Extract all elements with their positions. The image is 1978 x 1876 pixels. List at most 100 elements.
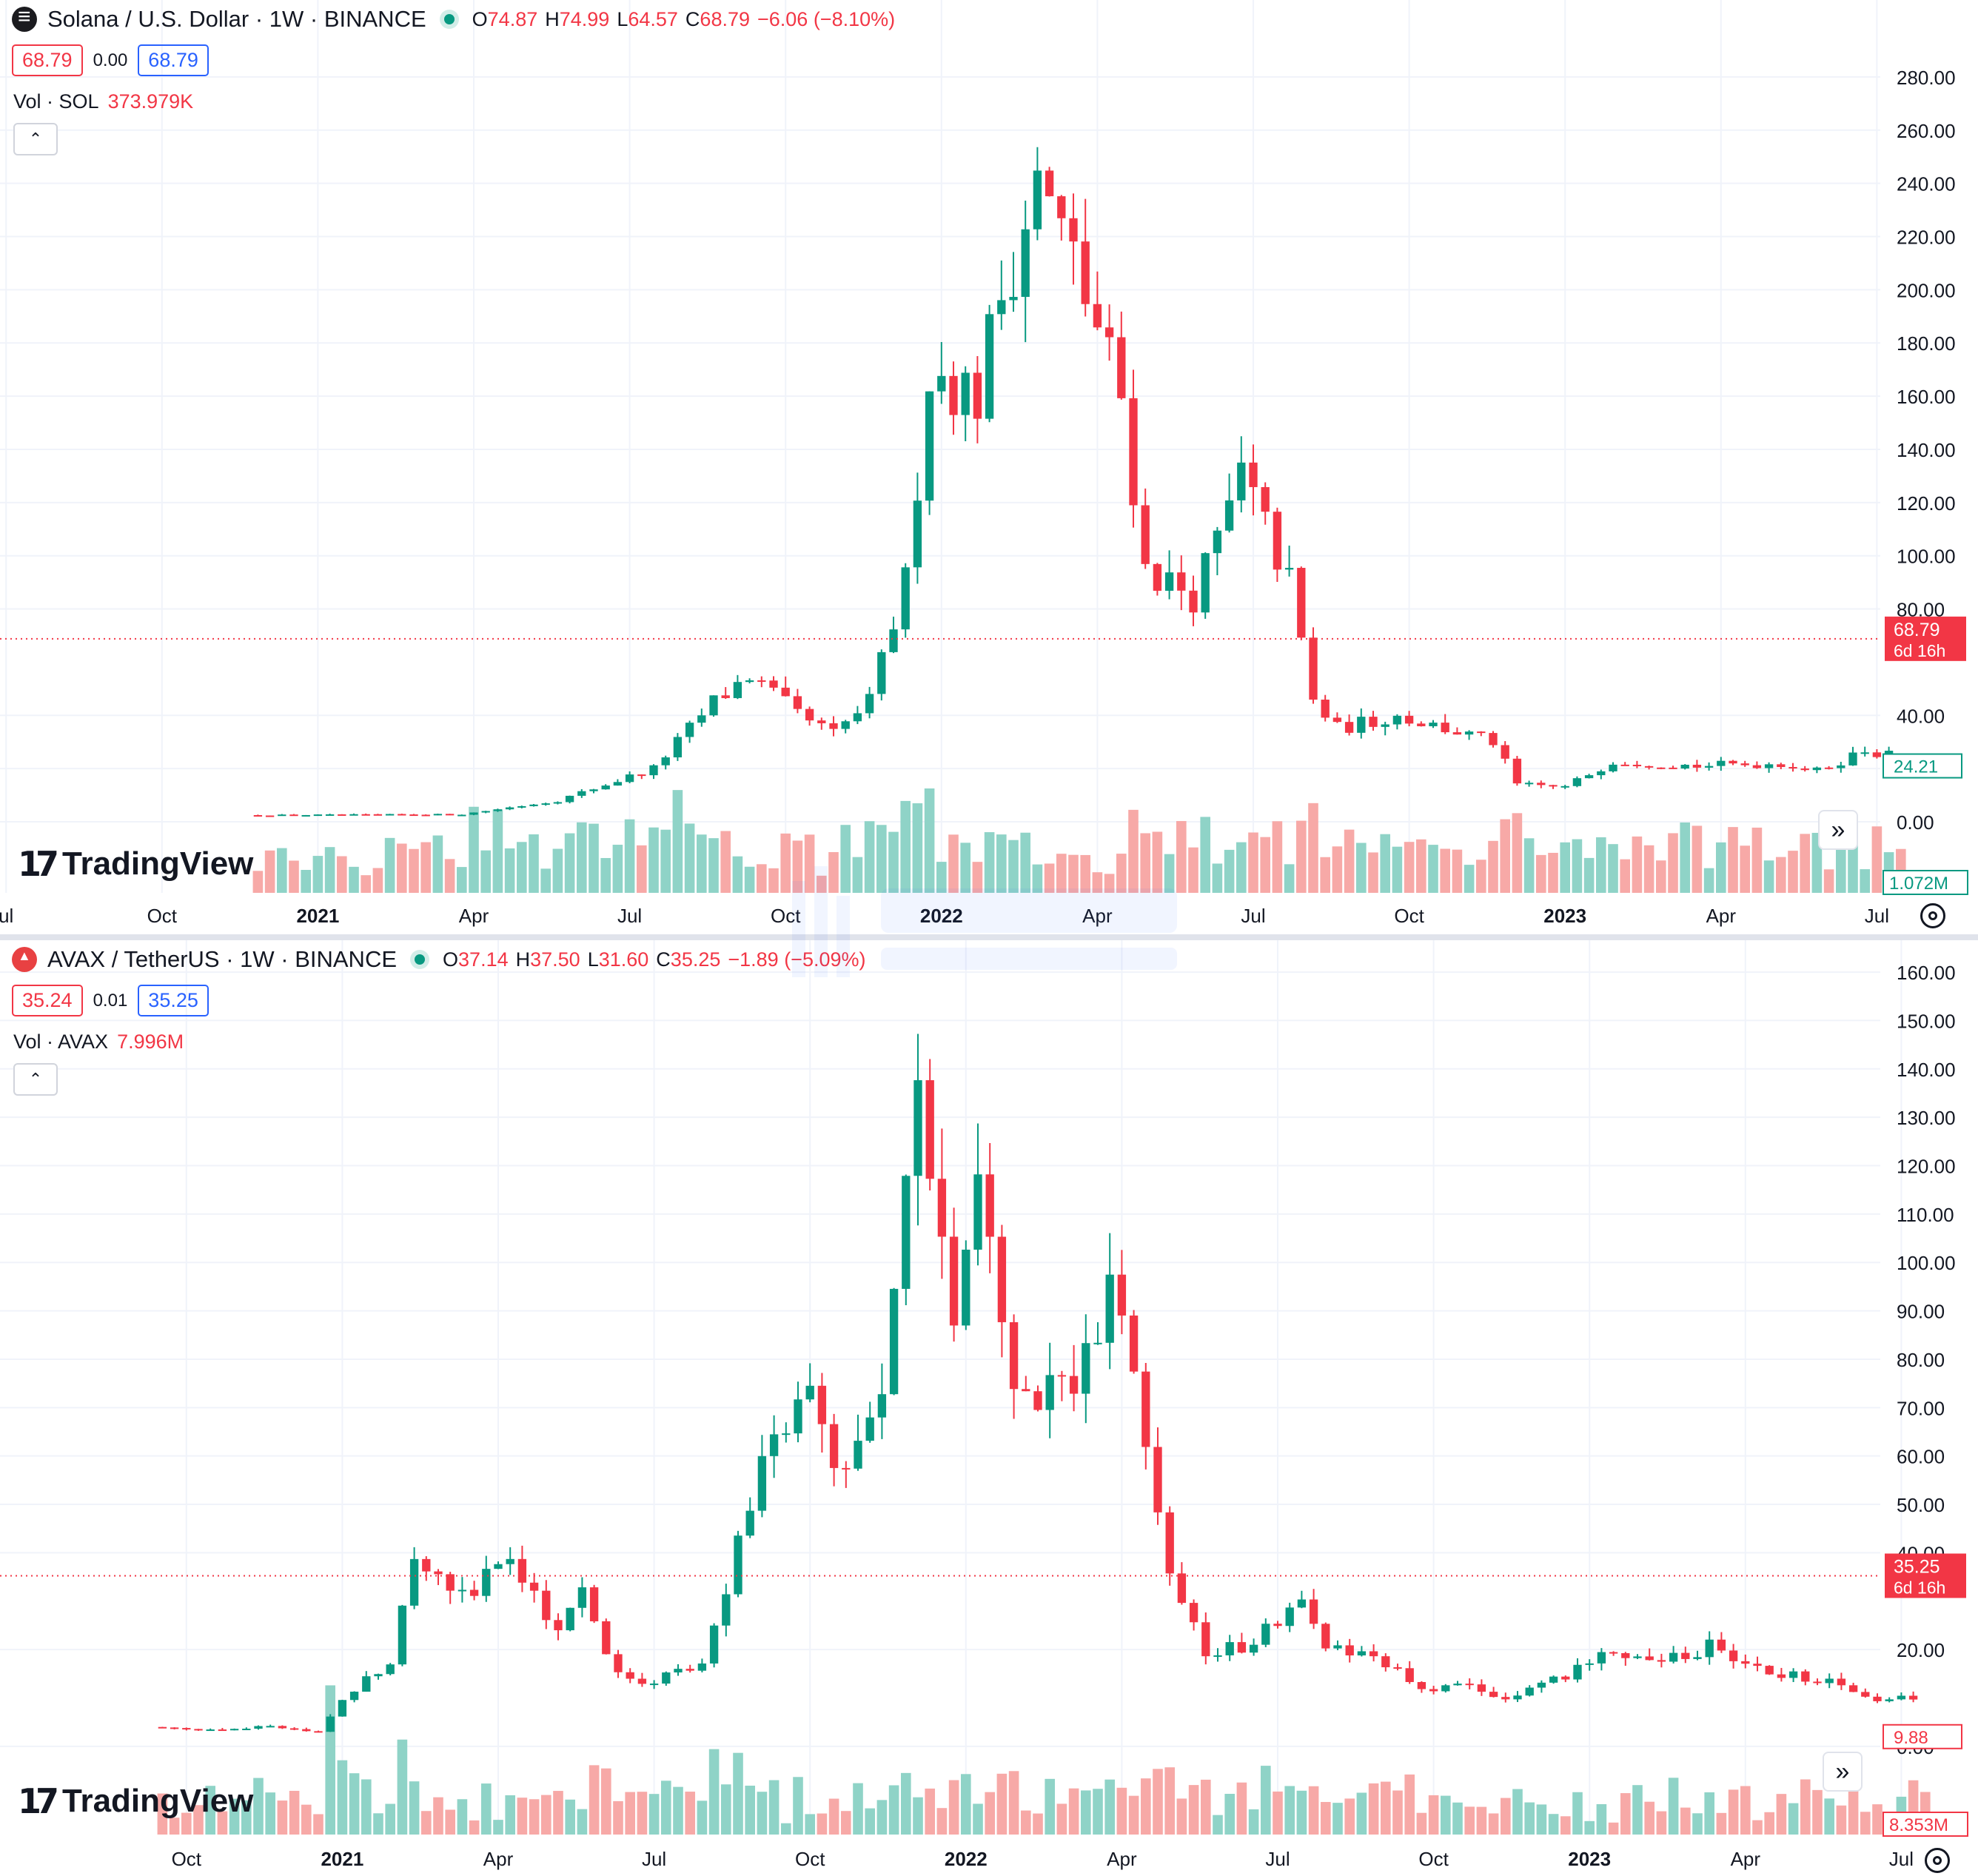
- price-axis-tick-label: 100.00: [1897, 1252, 1956, 1274]
- sol-chart-settings-icon[interactable]: [1920, 903, 1945, 928]
- volume-bar: [157, 1793, 168, 1835]
- volume-bar: [757, 1792, 768, 1835]
- sol-chart-pane[interactable]: 0.0020.0040.0080.00100.00120.00140.00160…: [0, 0, 1978, 934]
- volume-bar: [1680, 822, 1691, 893]
- candle-body: [1189, 590, 1198, 613]
- candle-body: [361, 814, 370, 816]
- volume-bar: [252, 871, 264, 893]
- candle-body: [1117, 337, 1126, 398]
- avax-bid-price[interactable]: 35.24: [12, 985, 83, 1016]
- volume-bar: [1860, 1812, 1871, 1835]
- volume-bar: [984, 832, 995, 893]
- candle-body: [542, 1590, 551, 1621]
- candle-body: [1777, 1674, 1786, 1678]
- candle-body: [398, 1605, 407, 1665]
- volume-bar: [540, 1795, 552, 1835]
- market-open-dot-icon: [415, 954, 426, 965]
- volume-bar: [853, 1783, 863, 1835]
- volume-bar: [276, 848, 287, 893]
- sol-symbol-legend[interactable]: Solana / U.S. Dollar · 1W · BINANCE O74.…: [12, 4, 896, 33]
- candle-body: [1393, 1667, 1402, 1669]
- volume-bar: [313, 1814, 323, 1835]
- candle-body: [769, 680, 778, 688]
- volume-bar: [1428, 845, 1438, 893]
- sol-ask-price[interactable]: 68.79: [138, 44, 209, 76]
- price-axis-tick-label: 160.00: [1897, 386, 1956, 408]
- candle-body: [733, 682, 742, 698]
- sol-chart-canvas[interactable]: 0.0020.0040.0080.00100.00120.00140.00160…: [0, 0, 1978, 934]
- sol-volume-legend[interactable]: Vol · SOL 373.979K: [13, 90, 193, 113]
- volume-bar: [1140, 1778, 1151, 1835]
- volume-bar: [1344, 1798, 1355, 1835]
- volume-bar: [1464, 1806, 1475, 1835]
- ma-price-label: 9.88: [1894, 1728, 1928, 1748]
- price-axis-tick-label: 130.00: [1897, 1107, 1956, 1129]
- volume-bar: [289, 1790, 300, 1835]
- avax-volume-legend[interactable]: Vol · AVAX 7.996M: [13, 1031, 184, 1053]
- candle-body: [1908, 1695, 1918, 1700]
- candle-body: [1141, 1371, 1150, 1447]
- volume-bar: [1320, 857, 1331, 893]
- volume-bar: [480, 1783, 492, 1835]
- avax-chart-settings-icon[interactable]: [1925, 1848, 1950, 1873]
- volume-axis-label: 1.072M: [1889, 874, 1948, 894]
- price-axis-tick-label: 20.00: [1897, 1639, 1945, 1661]
- candle-body: [1009, 297, 1018, 301]
- avax-chart-canvas[interactable]: 0.0020.0040.0050.0060.0070.0080.0090.001…: [0, 940, 1978, 1876]
- candle-body: [805, 1385, 814, 1400]
- candle-body: [265, 815, 275, 817]
- volume-bar: [325, 1685, 336, 1835]
- candle-body: [1309, 1599, 1318, 1624]
- volume-bar: [817, 1813, 828, 1835]
- candle-body: [326, 1716, 335, 1732]
- sol-symbol-title[interactable]: Solana / U.S. Dollar · 1W · BINANCE: [47, 6, 426, 32]
- volume-bar: [1153, 1769, 1163, 1835]
- volume-bar: [1740, 845, 1751, 893]
- candle-body: [1609, 764, 1617, 771]
- avax-collapse-legend-button[interactable]: ⌃: [13, 1063, 58, 1096]
- candle-body: [649, 1684, 659, 1686]
- avax-scroll-to-realtime-button[interactable]: »: [1823, 1752, 1863, 1792]
- sol-ohlc-values: O74.87 H74.99 L64.57 C68.79 −6.06 (−8.10…: [472, 7, 896, 30]
- sol-bid-price[interactable]: 68.79: [12, 44, 83, 76]
- tradingview-logo[interactable]: 𝟭𝟳 TradingView: [18, 844, 253, 884]
- candle-body: [1801, 1671, 1810, 1682]
- candle-body: [1441, 723, 1449, 733]
- volume-bar: [768, 868, 779, 893]
- volume-bar: [469, 1820, 480, 1835]
- candle-body: [745, 1510, 754, 1536]
- volume-bar: [1668, 1778, 1679, 1835]
- candle-body: [1764, 764, 1774, 768]
- volume-bar: [996, 834, 1007, 893]
- candle-body: [529, 1582, 539, 1591]
- sol-collapse-legend-button[interactable]: ⌃: [13, 123, 58, 155]
- candle-body: [206, 1729, 215, 1732]
- candle-body: [625, 774, 634, 783]
- tradingview-logo[interactable]: 𝟭𝟳 TradingView: [18, 1781, 253, 1821]
- volume-bar: [1200, 817, 1211, 893]
- candle-body: [1153, 1447, 1162, 1512]
- candle-body: [962, 1249, 970, 1326]
- candle-body: [793, 696, 802, 709]
- chevron-up-icon: ⌃: [28, 130, 43, 148]
- avax-chart-pane[interactable]: 0.0020.0040.0050.0060.0070.0080.0090.001…: [0, 940, 1978, 1876]
- candle-body: [1332, 717, 1342, 723]
- candle-body: [829, 723, 838, 729]
- candle-body: [1740, 763, 1749, 766]
- avax-ask-price[interactable]: 35.25: [138, 985, 209, 1016]
- price-axis-tick-label: 150.00: [1897, 1010, 1956, 1032]
- volume-bar: [253, 1778, 264, 1835]
- sol-spread: 0.00: [93, 50, 128, 70]
- last-price-tag: [1885, 616, 1966, 661]
- tradingview-mark-icon: 𝟭𝟳: [18, 845, 59, 883]
- candle-body: [517, 805, 526, 808]
- pane-divider[interactable]: [0, 934, 1978, 940]
- sol-scroll-to-realtime-button[interactable]: »: [1818, 810, 1858, 850]
- avax-symbol-title[interactable]: AVAX / TetherUS · 1W · BINANCE: [47, 946, 398, 972]
- volume-bar: [912, 803, 923, 893]
- time-axis-tick-label: Jul: [1865, 905, 1889, 927]
- candle-body: [301, 814, 310, 817]
- candle-body: [505, 807, 514, 810]
- avax-symbol-legend[interactable]: AVAX / TetherUS · 1W · BINANCE O37.14 H3…: [12, 946, 866, 973]
- volume-bar: [1116, 854, 1127, 893]
